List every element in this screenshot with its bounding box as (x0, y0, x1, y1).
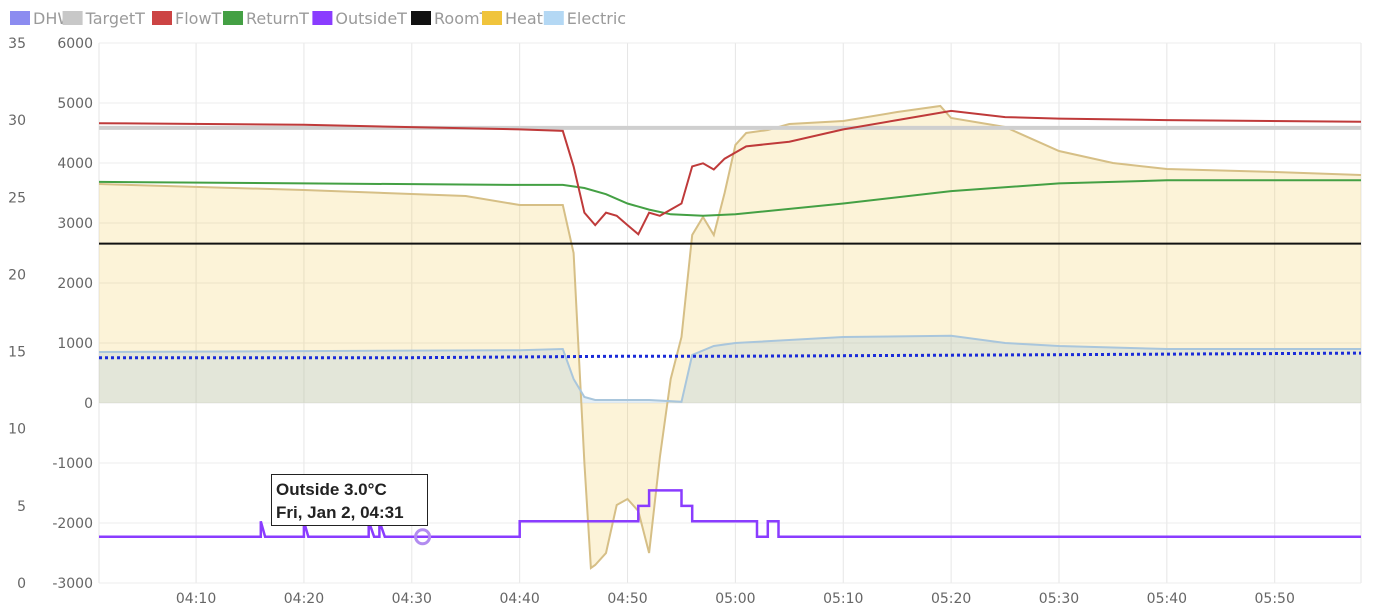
y-left-tick-label: 10 (8, 422, 26, 438)
x-tick-label: 05:40 (1147, 591, 1187, 607)
x-tick-label: 04:50 (607, 591, 647, 607)
legend-swatch-targett (62, 11, 83, 25)
legend-swatch-flowt (152, 11, 172, 25)
x-tick-label: 04:40 (499, 591, 539, 607)
y-left-tick-label: 15 (8, 345, 26, 361)
tooltip-value: Outside 3.0°C (276, 480, 387, 499)
hover-marker-layer (414, 528, 432, 546)
y-right-tick-label: 1000 (57, 336, 93, 352)
legend-item-heat[interactable]: Heat (482, 9, 543, 28)
legend-label-targett: TargetT (85, 9, 146, 28)
y-right-tick-label: 5000 (57, 96, 93, 112)
series-electric-area (99, 335, 1361, 403)
series-dhw (99, 351, 1362, 360)
legend-item-returnt[interactable]: ReturnT (223, 9, 309, 28)
y-right-tick-label: 6000 (57, 36, 93, 52)
legend-swatch-dhw (10, 11, 30, 25)
legend-swatch-heat (482, 11, 502, 25)
series-returnt (98, 179, 1361, 217)
hover-marker (414, 528, 432, 546)
legend-item-flowt[interactable]: FlowT (152, 9, 222, 28)
legend-swatch-electric (543, 11, 564, 25)
legend-label-returnt: ReturnT (246, 9, 309, 28)
x-tick-label: 04:20 (284, 591, 324, 607)
y-left-tick-label: 30 (8, 113, 26, 129)
y-right-tick-label: -1000 (52, 456, 93, 472)
legend-label-roomt: RoomT (434, 9, 490, 28)
x-tick-label: 04:30 (392, 591, 432, 607)
x-tick-label: 05:00 (715, 591, 755, 607)
legend-swatch-outsidet (312, 11, 333, 25)
series-electric (98, 334, 1361, 403)
legend-swatch-returnt (223, 11, 243, 25)
y-left-tick-label: 35 (8, 36, 26, 52)
legend-label-flowt: FlowT (175, 9, 222, 28)
y-right-tick-label: -2000 (52, 516, 93, 532)
y-left-tick-label: 25 (8, 190, 26, 206)
legend-swatch-roomt (411, 11, 431, 25)
legend-label-outsidet: OutsideT (335, 9, 407, 28)
legend[interactable]: DHW TargetT FlowT ReturnT OutsideT RoomT Heat E… (10, 9, 626, 28)
y-left-tick-label: 0 (17, 576, 26, 592)
legend-label-heat: Heat (505, 9, 543, 28)
y-right-tick-label: -3000 (52, 576, 93, 592)
legend-item-roomt[interactable]: RoomT (411, 9, 490, 28)
legend-item-outsidet[interactable]: OutsideT (312, 9, 407, 28)
y-left-tick-label: 20 (8, 267, 26, 283)
line-layer (98, 104, 1362, 570)
y-right-tick-label: 2000 (57, 276, 93, 292)
x-tick-label: 05:30 (1039, 591, 1079, 607)
tooltip-time: Fri, Jan 2, 04:31 (276, 503, 404, 522)
legend-item-targett[interactable]: TargetT (62, 9, 146, 28)
y-right-tick-label: 3000 (57, 216, 93, 232)
series-heat (98, 104, 1362, 570)
x-tick-label: 05:10 (823, 591, 863, 607)
x-tick-label: 05:50 (1255, 591, 1295, 607)
x-tick-label: 04:10 (176, 591, 216, 607)
tooltip: Outside 3.0°C Fri, Jan 2, 04:31 (271, 474, 428, 526)
series-heat-area (99, 106, 1361, 568)
y-right-tick-label: 4000 (57, 156, 93, 172)
y-left-tick-label: 5 (17, 499, 26, 515)
grid (98, 42, 1362, 584)
area-layer (99, 106, 1361, 568)
series-flowt (98, 109, 1362, 236)
y-right-tick-label: 0 (84, 396, 93, 412)
legend-label-electric: Electric (567, 9, 626, 28)
x-tick-label: 05:20 (931, 591, 971, 607)
legend-item-electric[interactable]: Electric (543, 9, 626, 28)
axis-labels: 35 30 25 20 15 10 5 0 6000 5000 4000 3000 2000 1000 0 -… (8, 36, 1295, 607)
